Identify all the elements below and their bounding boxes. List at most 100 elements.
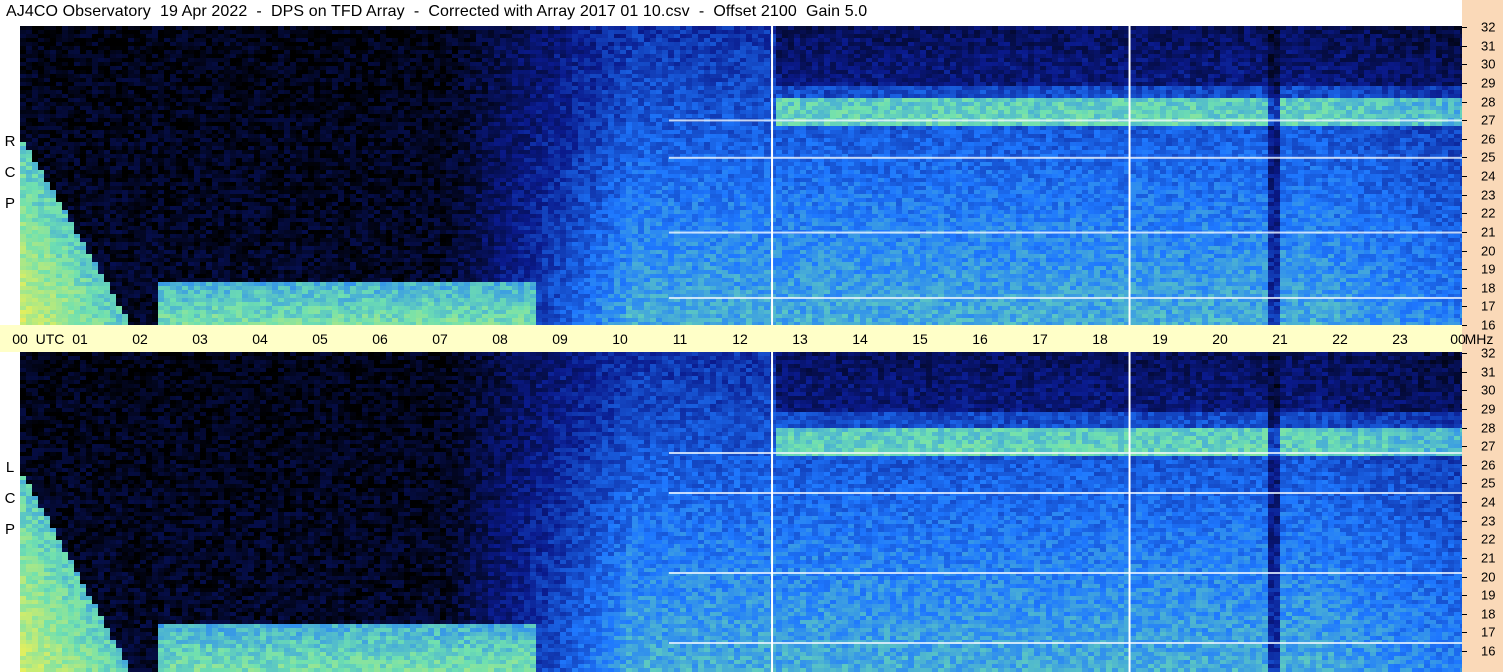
- heatmap-cell: [1418, 58, 1425, 63]
- heatmap-cell: [1094, 54, 1101, 59]
- heatmap-cell: [212, 50, 219, 55]
- heatmap-cell: [584, 70, 591, 75]
- heatmap-cell: [1310, 46, 1317, 51]
- heatmap-cell: [428, 46, 435, 51]
- heatmap-cell: [248, 62, 255, 67]
- heatmap-cell: [764, 70, 771, 75]
- heatmap-cell: [458, 34, 465, 39]
- heatmap-cell: [938, 82, 945, 87]
- heatmap-cell: [1322, 82, 1329, 87]
- heatmap-cell: [1022, 42, 1029, 47]
- heatmap-cell: [1214, 58, 1221, 63]
- heatmap-cell: [392, 74, 399, 79]
- heatmap-cell: [1352, 90, 1359, 95]
- heatmap-cell: [1094, 78, 1101, 83]
- heatmap-cell: [866, 86, 873, 91]
- heatmap-cell: [332, 106, 339, 111]
- heatmap-cell: [1316, 90, 1323, 95]
- heatmap-cell: [860, 26, 867, 31]
- heatmap-cell: [566, 70, 573, 75]
- heatmap-cell: [746, 46, 753, 51]
- heatmap-cell: [260, 54, 267, 59]
- heatmap-cell: [674, 106, 681, 111]
- heatmap-cell: [1256, 78, 1263, 83]
- heatmap-cell: [122, 66, 129, 71]
- heatmap-cell: [824, 62, 831, 67]
- heatmap-cell: [1142, 46, 1149, 51]
- heatmap-cell: [506, 106, 513, 111]
- heatmap-cell: [314, 78, 321, 83]
- heatmap-cell: [464, 38, 471, 43]
- heatmap-cell: [1160, 46, 1167, 51]
- heatmap-cell: [794, 66, 801, 71]
- heatmap-cell: [1436, 50, 1443, 55]
- heatmap-cell: [1376, 86, 1383, 91]
- heatmap-cell: [446, 82, 453, 87]
- heatmap-cell: [1250, 50, 1257, 55]
- heatmap-cell: [1448, 90, 1455, 95]
- heatmap-cell: [1100, 38, 1107, 43]
- heatmap-cell: [1322, 42, 1329, 47]
- heatmap-cell: [248, 50, 255, 55]
- heatmap-cell: [212, 78, 219, 83]
- heatmap-cell: [1388, 94, 1395, 99]
- heatmap-cell: [722, 42, 729, 47]
- heatmap-cell: [242, 82, 249, 87]
- heatmap-cell: [596, 30, 603, 35]
- heatmap-cell: [980, 38, 987, 43]
- heatmap-cell: [374, 58, 381, 63]
- heatmap-cell: [866, 50, 873, 55]
- heatmap-cell: [596, 86, 603, 91]
- heatmap-cell: [572, 98, 579, 103]
- heatmap-cell: [896, 58, 903, 63]
- heatmap-cell: [1130, 94, 1137, 99]
- heatmap-cell: [1202, 30, 1209, 35]
- heatmap-cell: [554, 106, 561, 111]
- heatmap-cell: [488, 50, 495, 55]
- heatmap-cell: [464, 30, 471, 35]
- heatmap-cell: [434, 50, 441, 55]
- heatmap-cell: [704, 50, 711, 55]
- heatmap-cell: [1286, 38, 1293, 43]
- heatmap-cell: [728, 90, 735, 95]
- heatmap-cell: [290, 42, 297, 47]
- heatmap-cell: [62, 38, 69, 43]
- heatmap-cell: [1334, 98, 1341, 103]
- heatmap-cell: [638, 46, 645, 51]
- heatmap-cell: [1334, 66, 1341, 71]
- heatmap-cell: [824, 82, 831, 87]
- heatmap-cell: [290, 70, 297, 75]
- heatmap-cell: [128, 78, 135, 83]
- heatmap-cell: [260, 26, 267, 31]
- heatmap-cell: [176, 70, 183, 75]
- heatmap-cell: [950, 94, 957, 99]
- heatmap-cell: [620, 106, 627, 111]
- heatmap-cell: [38, 82, 45, 87]
- heatmap-cell: [782, 46, 789, 51]
- heatmap-cell: [278, 54, 285, 59]
- heatmap-cell: [110, 66, 117, 71]
- heatmap-cell: [1214, 54, 1221, 59]
- heatmap-cell: [1154, 78, 1161, 83]
- heatmap-cell: [986, 34, 993, 39]
- heatmap-cell: [146, 46, 153, 51]
- heatmap-cell: [1094, 26, 1101, 31]
- heatmap-cell: [692, 38, 699, 43]
- heatmap-cell: [764, 26, 771, 31]
- heatmap-cell: [410, 46, 417, 51]
- heatmap-cell: [500, 46, 507, 51]
- heatmap-cell: [1082, 62, 1089, 67]
- heatmap-cell: [1172, 74, 1179, 79]
- heatmap-cell: [980, 74, 987, 79]
- heatmap-cell: [956, 78, 963, 83]
- heatmap-cell: [632, 86, 639, 91]
- heatmap-cell: [656, 66, 663, 71]
- heatmap-cell: [1004, 42, 1011, 47]
- heatmap-cell: [1082, 26, 1089, 31]
- heatmap-cell: [680, 98, 687, 103]
- heatmap-cell: [296, 50, 303, 55]
- heatmap-cell: [704, 34, 711, 39]
- heatmap-cell: [848, 46, 855, 51]
- heatmap-cell: [458, 102, 465, 107]
- heatmap-cell: [470, 30, 477, 35]
